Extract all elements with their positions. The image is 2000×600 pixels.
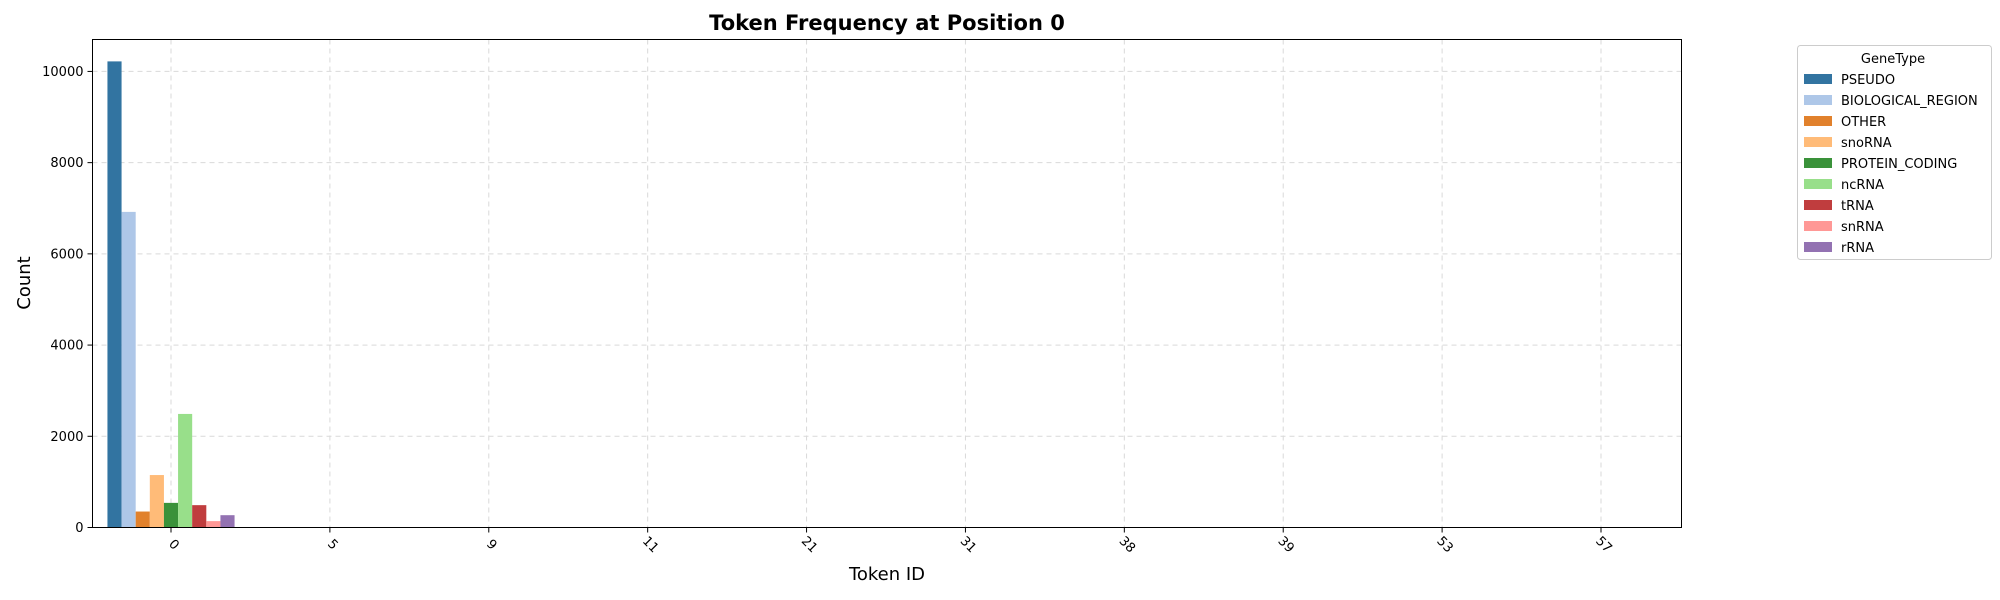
bar — [163, 502, 179, 528]
legend: GeneType PSEUDO BIOLOGICAL_REGION OTHER sno… — [1797, 45, 1992, 260]
legend-swatch — [1804, 95, 1832, 105]
legend-swatch — [1804, 179, 1832, 189]
grid — [92, 39, 1682, 528]
legend-swatch — [1804, 158, 1832, 168]
legend-label: rRNA — [1841, 241, 1874, 256]
chart-title: Token Frequency at Position 0 — [709, 11, 1065, 35]
x-tick-label: 11 — [639, 534, 661, 556]
legend-swatch — [1804, 137, 1832, 147]
y-tick-label: 10000 — [42, 65, 83, 80]
legend-label: PROTEIN_CODING — [1841, 157, 1957, 172]
legend-items: PSEUDO BIOLOGICAL_REGION OTHER snoRNA PROTEI… — [1804, 73, 1978, 256]
bar — [192, 505, 207, 528]
legend-label: ncRNA — [1841, 178, 1884, 193]
bar — [107, 61, 122, 528]
y-tick-label: 6000 — [50, 247, 83, 262]
x-tick-label: 53 — [1433, 534, 1455, 556]
y-tick-label: 0 — [75, 521, 83, 536]
legend-label: PSEUDO — [1841, 73, 1895, 88]
bar — [135, 511, 150, 528]
x-tick-label: 21 — [798, 534, 820, 556]
legend-swatch — [1804, 221, 1832, 231]
bar — [206, 521, 221, 528]
x-axis-label: Token ID — [848, 564, 925, 585]
legend-swatch — [1804, 74, 1832, 84]
x-tick-label: 38 — [1116, 534, 1138, 556]
legend-swatch — [1804, 242, 1832, 252]
bar — [220, 515, 235, 528]
y-axis-label: Count — [14, 256, 35, 309]
legend-label: snRNA — [1841, 220, 1884, 235]
x-tick-label: 39 — [1275, 534, 1297, 556]
bar — [121, 211, 136, 528]
x-tick-label: 0 — [165, 537, 181, 553]
legend-swatch — [1804, 116, 1832, 126]
legend-label: BIOLOGICAL_REGION — [1841, 94, 1978, 109]
y-tick-label: 2000 — [50, 430, 83, 445]
bar — [149, 475, 164, 528]
y-axis: 0 2000 4000 6000 8000 10000 — [42, 65, 93, 536]
x-tick-label: 57 — [1592, 534, 1614, 556]
legend-swatch — [1804, 200, 1832, 210]
bars — [107, 61, 235, 528]
legend-label: tRNA — [1841, 199, 1874, 214]
legend-label: OTHER — [1841, 115, 1886, 130]
bar — [178, 413, 193, 528]
x-tick-label: 9 — [483, 537, 499, 553]
y-tick-label: 4000 — [50, 339, 83, 354]
y-tick-label: 8000 — [50, 156, 83, 171]
x-tick-label: 31 — [957, 534, 979, 556]
legend-label: snoRNA — [1841, 136, 1892, 151]
legend-title: GeneType — [1861, 52, 1925, 67]
legend-frame — [1797, 45, 1992, 260]
x-tick-label: 5 — [324, 537, 340, 553]
x-axis: 0 5 9 11 21 31 38 39 53 57 — [165, 527, 1615, 556]
plot-frame — [92, 39, 1682, 528]
